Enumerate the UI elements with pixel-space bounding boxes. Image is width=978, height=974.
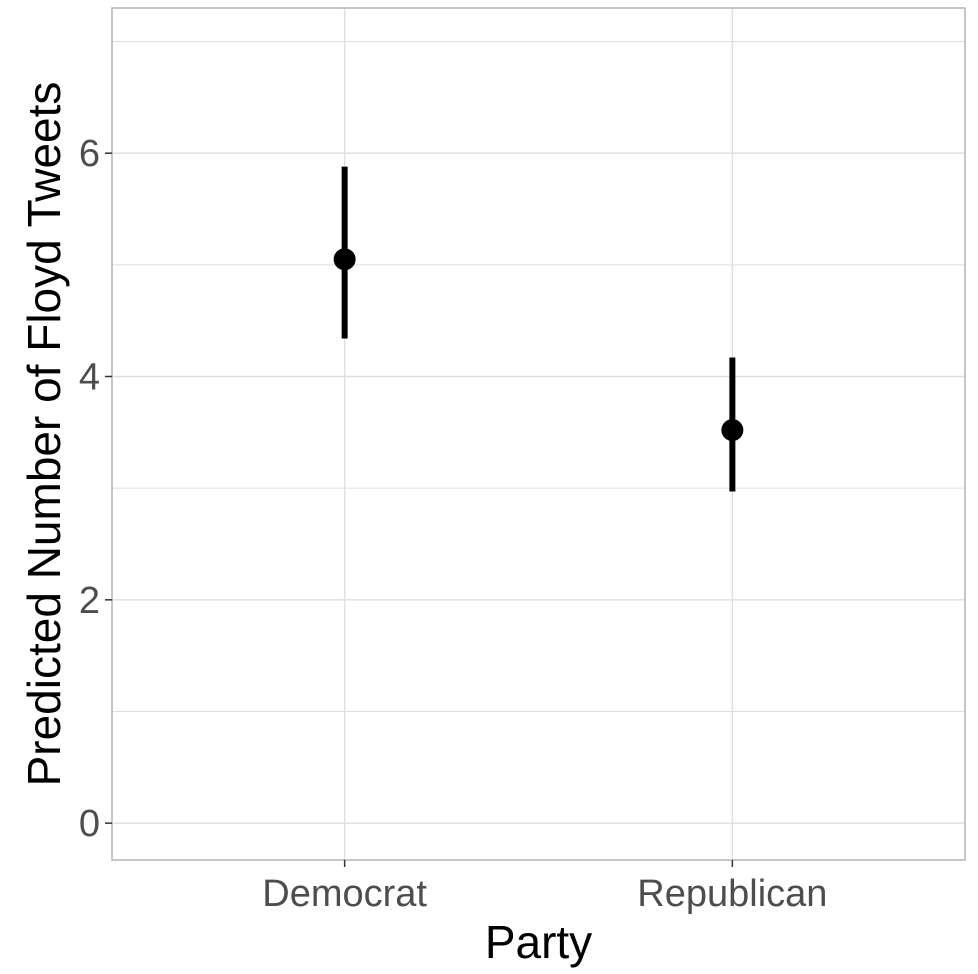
y-axis-title: Predicted Number of Floyd Tweets (18, 82, 70, 787)
x-tick-label: Republican (637, 873, 827, 915)
x-axis-ticks: Democrat Republican (262, 860, 827, 915)
grid-minor (112, 40, 965, 712)
y-axis-ticks: 0 2 4 6 (79, 133, 112, 845)
y-tick-label: 2 (79, 580, 100, 622)
data-point (333, 248, 356, 271)
plot-panel (112, 8, 965, 860)
y-tick-label: 0 (79, 803, 100, 845)
y-tick-label: 4 (79, 356, 100, 398)
data-point (721, 419, 744, 442)
x-axis-title: Party (485, 916, 592, 968)
x-tick-label: Democrat (262, 873, 427, 915)
y-tick-label: 6 (79, 133, 100, 175)
data-points (333, 248, 744, 442)
plot-border (111, 7, 966, 861)
